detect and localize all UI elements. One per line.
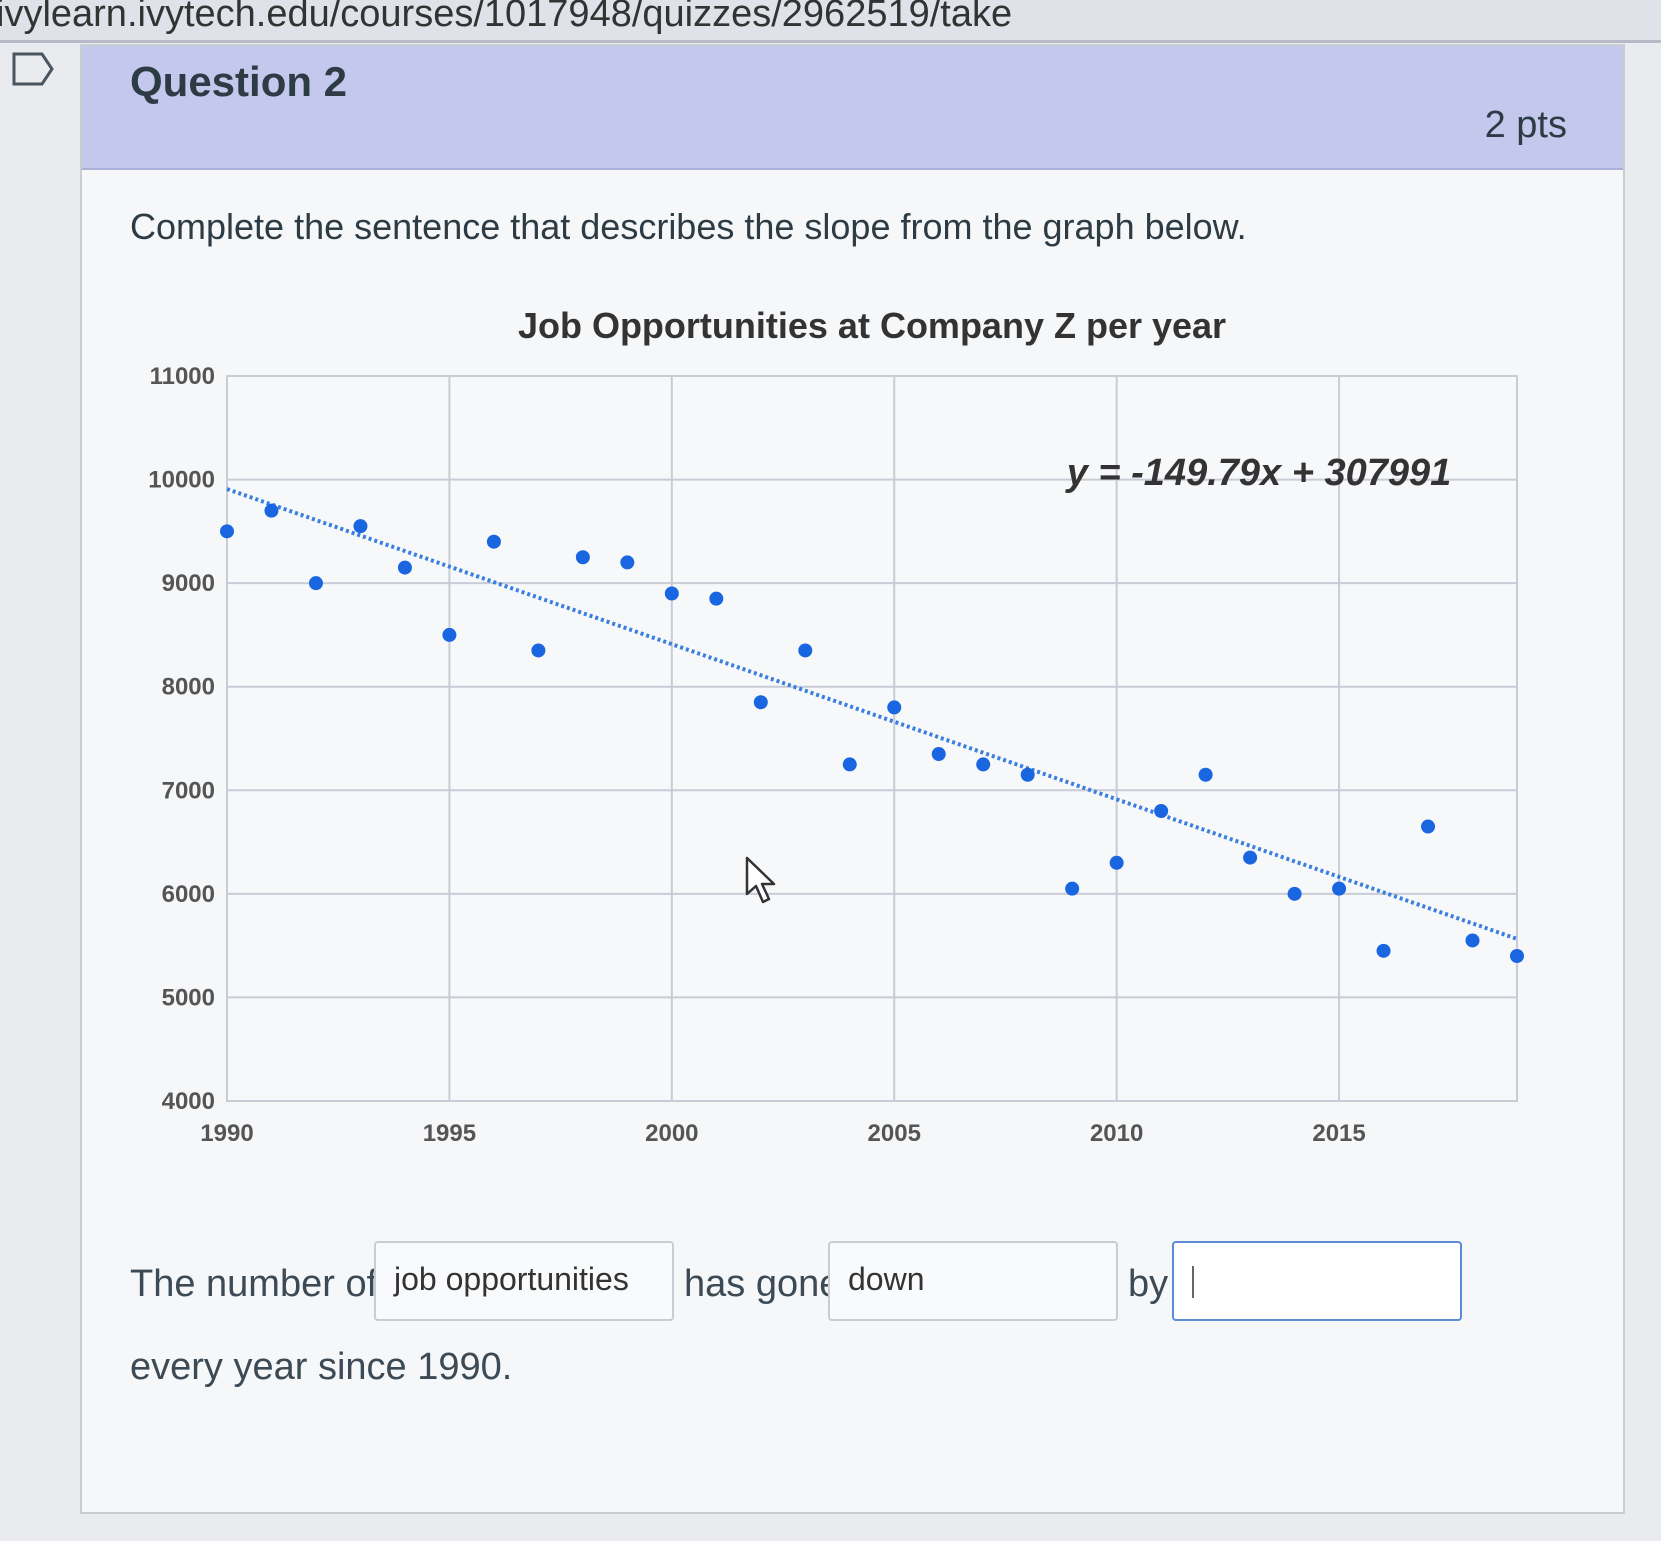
scatter-chart: Job Opportunities at Company Z per year 4… [148,305,1524,1147]
y-tick-label: 6000 [162,881,215,908]
data-point [709,591,724,606]
data-point [353,519,368,534]
y-tick-label: 9000 [162,570,215,597]
data-point [1421,819,1436,834]
x-tick-label: 1990 [200,1120,253,1147]
data-point [1065,881,1080,896]
data-point [264,503,279,518]
plot-area [226,375,1518,1102]
data-point [1198,767,1213,782]
question-title: Question 2 [130,58,348,105]
sentence-part2: has gone [684,1263,841,1305]
sentence-part3: by [1128,1263,1169,1305]
x-tick-label: 1995 [423,1120,476,1147]
data-point [486,534,501,549]
question-prompt: Complete the sentence that describes the… [130,206,1247,247]
answer-blank-1-value: job opportunities [394,1261,629,1297]
data-point [1154,804,1169,818]
data-point [976,757,991,772]
chart-container: Job Opportunities at Company Z per year 4… [122,296,1582,1196]
data-point [575,550,590,565]
y-tick-label: 11000 [150,363,215,390]
answer-blank-1[interactable]: job opportunities [374,1241,674,1321]
answer-blank-2[interactable]: down [828,1241,1118,1321]
answer-blank-2-value: down [848,1261,925,1297]
sentence-part1: The number of [130,1263,378,1305]
mouse-pointer-icon [745,856,776,904]
data-point [1465,933,1480,948]
data-point [442,627,457,642]
data-point [1510,949,1524,963]
url-text: ivylearn.ivytech.edu/courses/1017948/qui… [0,0,1013,35]
y-tick-label: 7000 [162,777,215,804]
data-point [1332,881,1347,896]
data-point [1109,855,1124,870]
x-tick-label: 2005 [868,1120,921,1147]
data-point [620,555,635,570]
x-tick-label: 2000 [645,1120,698,1147]
question-points: 2 pts [1484,104,1567,146]
bookmark-flag-icon[interactable] [12,50,54,88]
data-point [664,586,679,601]
data-point [887,700,902,715]
y-tick-label: 8000 [162,674,215,701]
data-point [1287,886,1302,901]
x-tick-label: 2015 [1312,1120,1365,1147]
data-point [531,643,546,658]
data-point [842,757,857,772]
browser-url-bar[interactable]: ivylearn.ivytech.edu/courses/1017948/qui… [0,0,1661,43]
data-point [753,695,768,710]
question-header: Question 2 2 pts [82,46,1623,170]
data-point [220,524,234,539]
data-point [308,576,323,591]
question-card: Question 2 2 pts Complete the sentence t… [80,44,1625,1514]
x-tick-label: 2010 [1090,1120,1143,1147]
data-point [931,747,946,762]
y-tick-label: 5000 [162,984,215,1011]
text-caret [1192,1265,1194,1298]
y-tick-label: 4000 [162,1088,215,1115]
sentence-part4: every year since 1990. [130,1346,513,1388]
chart-title: Job Opportunities at Company Z per year [518,305,1226,346]
data-point [1020,767,1035,782]
data-point [798,643,813,658]
trendline-equation: y = -149.79x + 307991 [1065,452,1452,494]
y-tick-label: 10000 [148,467,215,494]
answer-blank-3[interactable] [1172,1241,1462,1321]
data-point [1376,943,1391,958]
data-point [1243,850,1258,865]
data-point [397,560,412,575]
